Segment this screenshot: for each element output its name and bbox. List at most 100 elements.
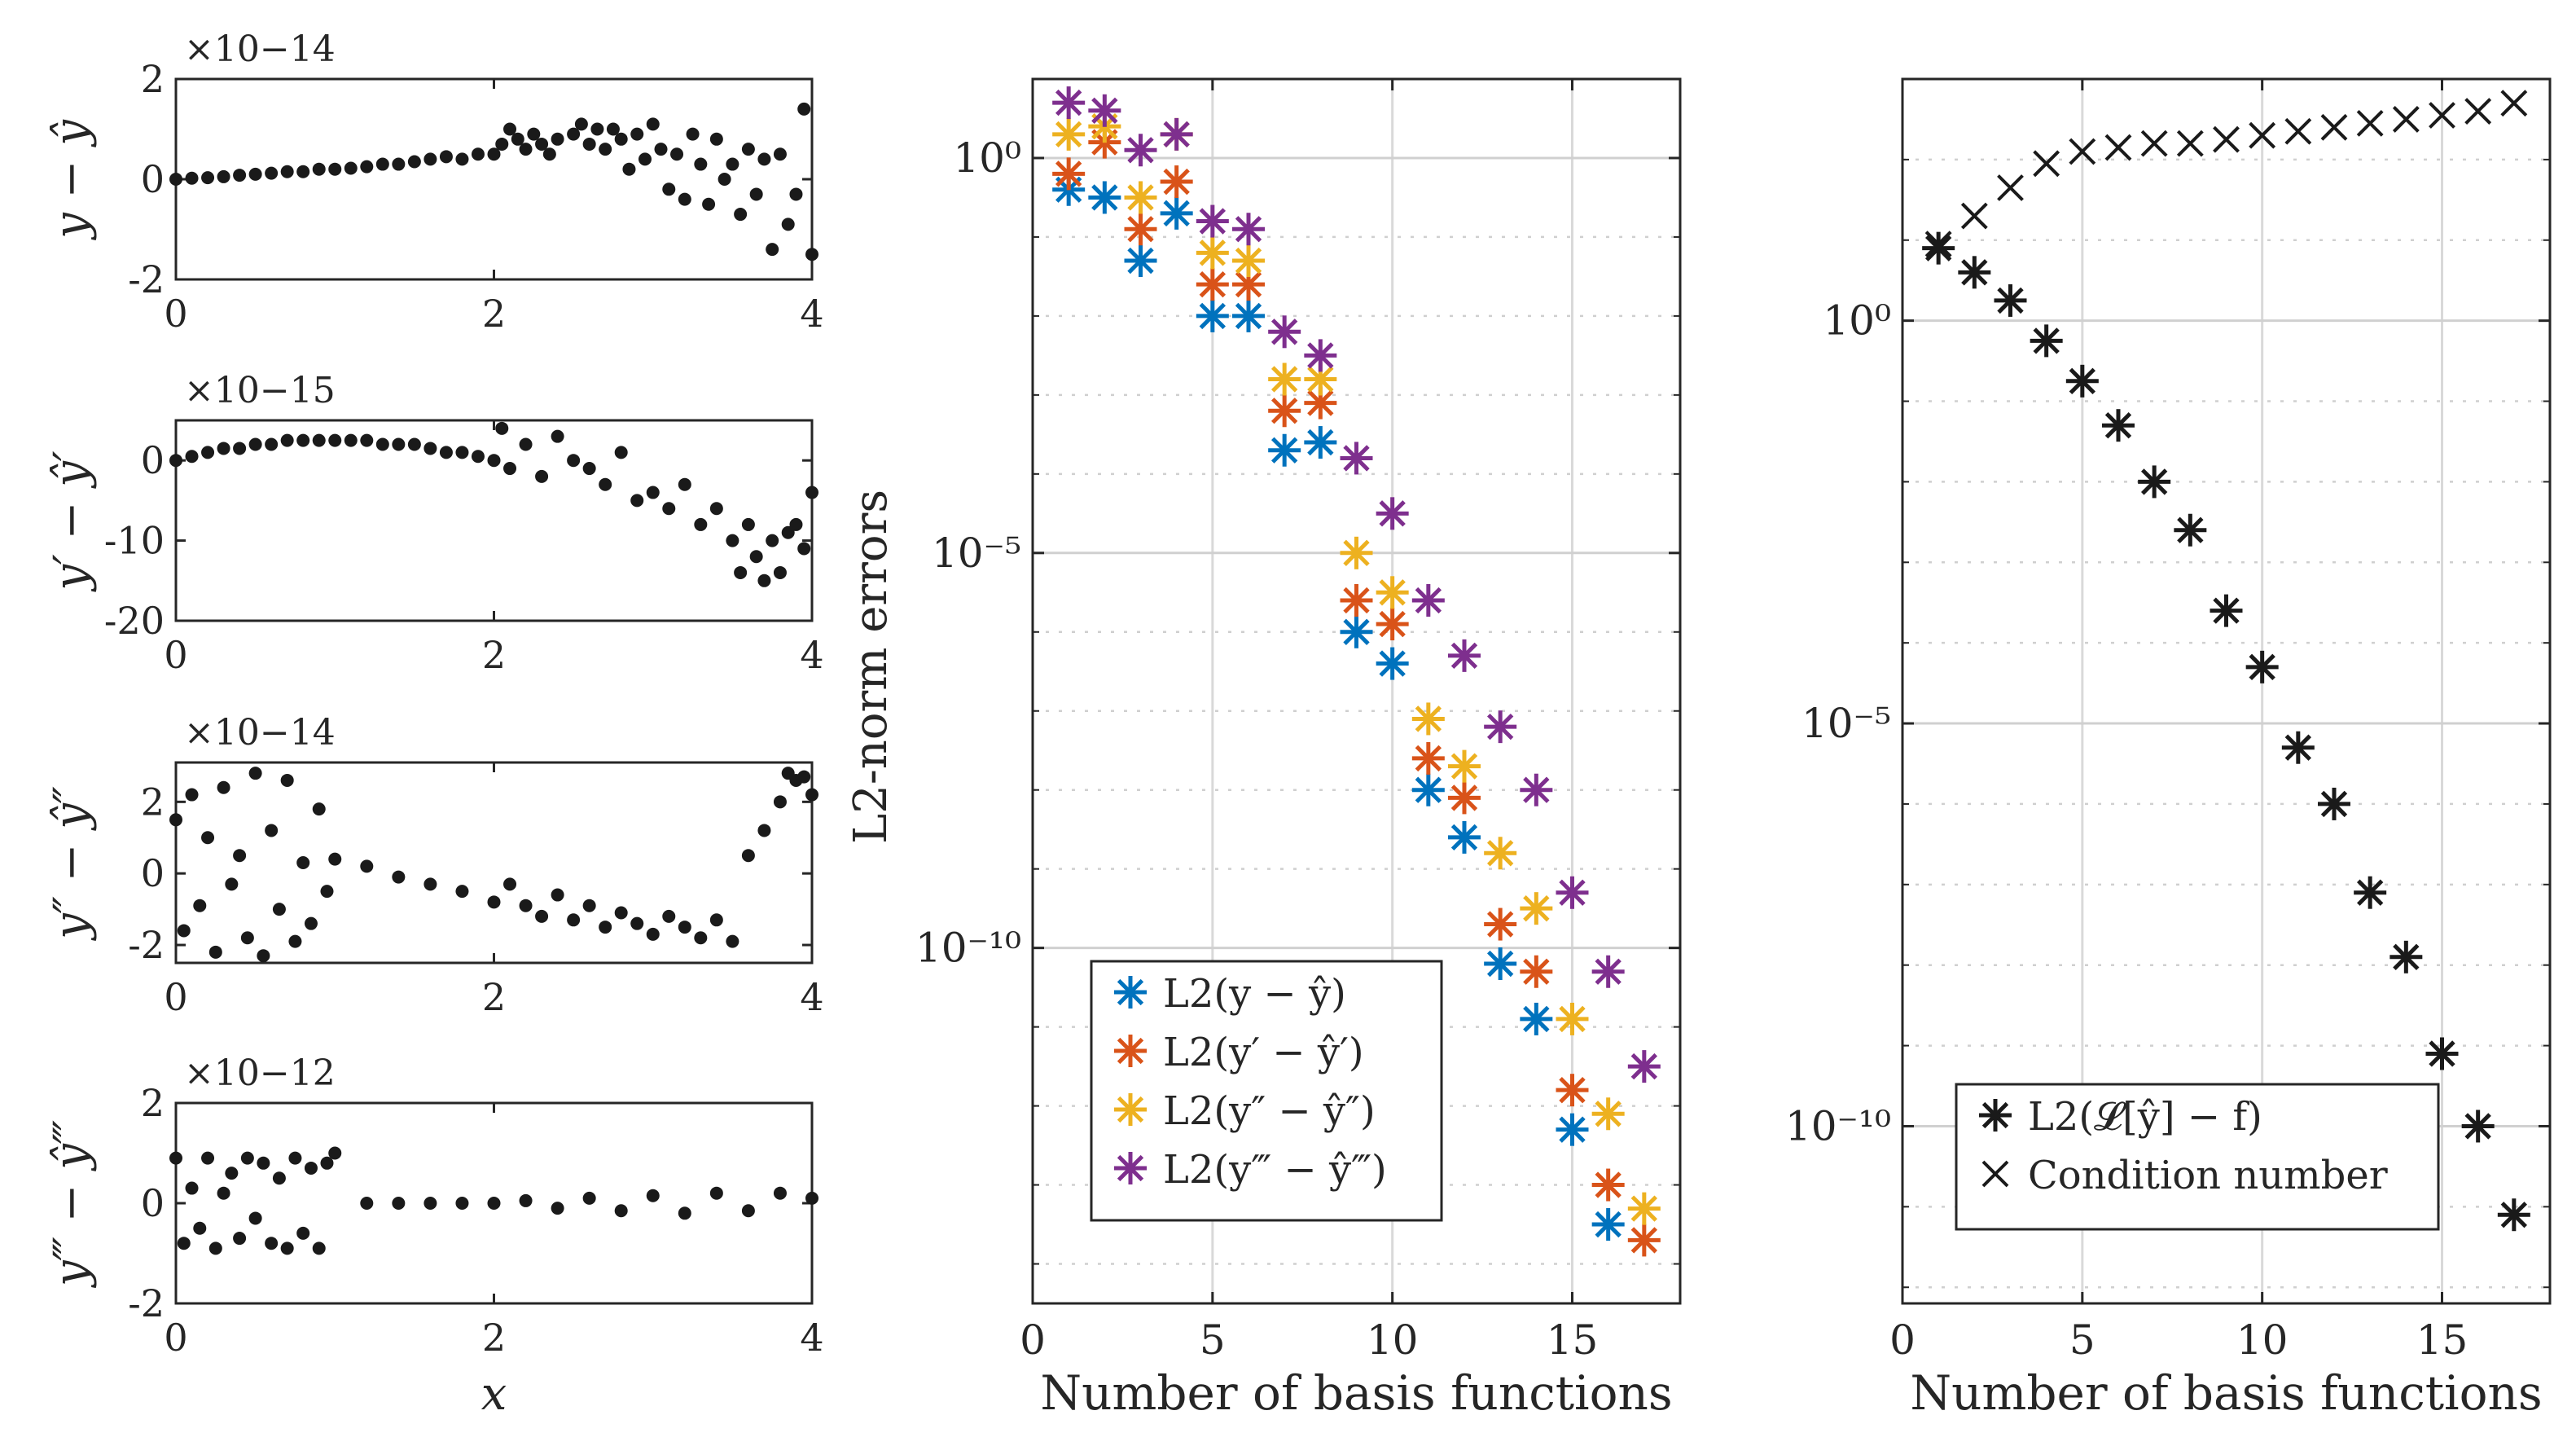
marker-stroke [1559,1005,1586,1033]
marker-stroke [2140,130,2168,157]
data-point [169,454,182,468]
marker-stroke [1117,1096,1144,1123]
data-point [1960,202,1988,230]
marker-stroke [1450,784,1478,811]
data-point [1556,1002,1589,1035]
data-point [2245,650,2279,683]
data-point [2461,1110,2495,1143]
x-tick-label: 10 [1367,1316,1419,1364]
data-point [185,171,199,185]
data-point [805,1191,818,1205]
plot-frame [1031,77,1682,1305]
marker-stroke [1199,270,1227,298]
data-point [718,173,731,186]
marker-stroke [2392,106,2420,133]
data-point [630,916,644,930]
legend-marker [1114,1035,1147,1067]
data-point [1994,283,2027,317]
y-axis-label: y′ − ŷ′ [45,450,98,593]
data-point [734,208,748,222]
marker-stroke [2249,653,2275,681]
data-point [328,162,342,176]
marker-stroke [2320,113,2348,141]
data-point [582,899,596,912]
marker-stroke [1307,389,1334,416]
marker-stroke [1630,1052,1658,1080]
marker-stroke [1343,587,1370,614]
x-axis-label: Number of basis functions [1910,1365,2542,1421]
y-tick-label: 10⁰ [953,134,1021,182]
data-point [1196,268,1229,301]
data-point [1411,702,1445,736]
data-point [694,157,708,171]
data-point [375,437,389,451]
data-point [193,1221,207,1235]
data-point [678,921,691,934]
data-point [2425,1037,2459,1070]
data-point [2213,125,2240,153]
marker-stroke [1450,642,1478,670]
marker-stroke [1235,270,1262,298]
marker-stroke [1199,208,1227,235]
data-point [265,824,279,837]
data-point [551,429,564,443]
series-3 [1052,86,1661,1083]
data-point [1520,955,1553,988]
data-point [257,1156,270,1170]
marker-stroke [1091,184,1118,211]
data-point [614,906,628,920]
data-point [320,1156,334,1170]
data-point [1591,955,1625,988]
exponent-label: ×10−14 [184,29,336,70]
data-point [1627,1224,1661,1257]
marker-stroke [1924,231,1952,258]
data-point [1304,339,1337,372]
x-tick-label: 2 [482,633,506,677]
data-point [423,1197,437,1210]
data-point [2210,594,2243,627]
marker-stroke [1091,97,1118,124]
data-point [439,150,453,164]
x-tick-label: 2 [482,975,506,1019]
data-point [344,161,358,175]
marker-stroke [2033,327,2060,354]
data-point [766,243,779,257]
plot-frame [174,77,814,281]
data-point [217,1186,230,1200]
data-point [797,542,811,556]
data-point [1340,583,1373,617]
marker-stroke [1960,202,1988,230]
x-tick-label: 15 [1547,1316,1599,1364]
data-point [455,885,469,899]
marker-stroke [1595,1101,1622,1127]
y-axis-label: y‴ − ŷ‴ [45,1120,98,1289]
data-point [455,1197,469,1210]
marker-stroke [1450,824,1478,851]
data-point [392,870,406,884]
legend-label: L2(y‴ − ŷ‴) [1163,1147,1387,1193]
data-point [551,132,564,146]
marker-stroke [1630,1195,1658,1222]
plot-frame [174,761,814,965]
data-point [487,895,501,909]
data-point [599,143,612,156]
data-point [1268,363,1301,396]
marker-stroke [2176,130,2204,157]
data-point [312,433,326,447]
data-point [789,187,803,201]
data-point [805,486,818,499]
x-axis-label: x [481,1368,507,1421]
data-point [646,117,660,131]
marker-stroke [1379,610,1406,638]
plot-frame [174,419,814,622]
data-point [582,1191,596,1205]
data-point [2033,150,2060,178]
marker-stroke [2069,138,2096,165]
marker-stroke [2213,597,2240,624]
marker-stroke [1997,174,2024,201]
data-point [2138,465,2171,499]
data-point [709,132,723,146]
data-point [614,446,628,459]
marker-stroke [1307,342,1334,369]
